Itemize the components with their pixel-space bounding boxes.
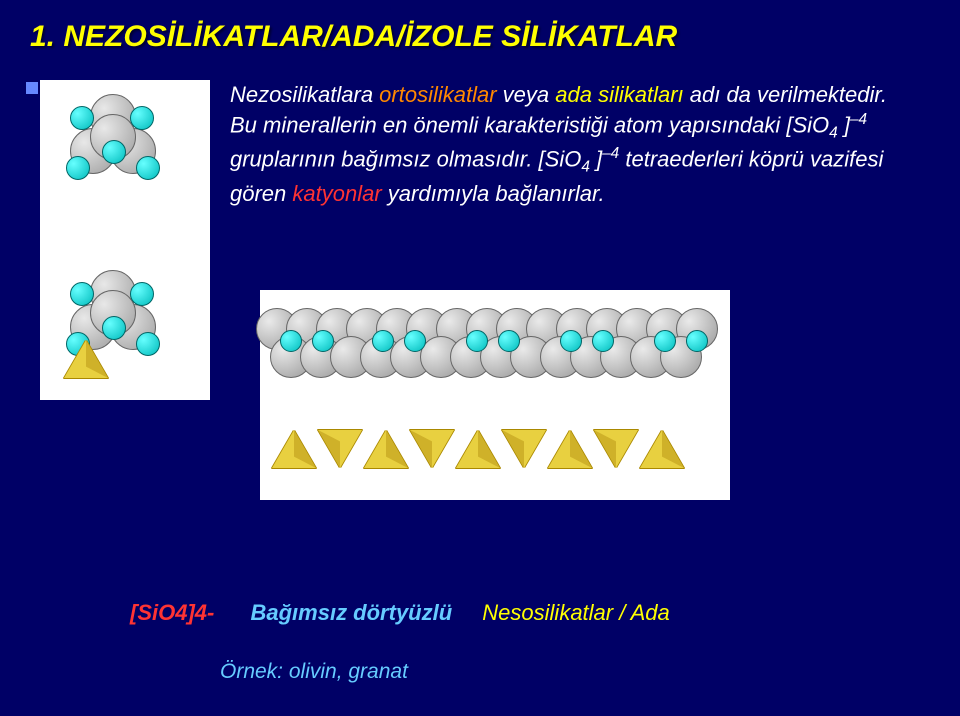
left-diagram — [40, 80, 210, 400]
slide-title: 1. NEZOSİLİKATLAR/ADA/İZOLE SİLİKATLAR — [30, 20, 677, 54]
bottom-line: [SiO4]4- Bağımsız dörtyüzlü Nesosilikatl… — [130, 600, 670, 626]
example-line: Örnek: olivin, granat — [220, 660, 408, 684]
blue-label: Bağımsız dörtyüzlü — [250, 600, 452, 625]
body-text: Nezosilikatlara ortosilikatlar veya ada … — [230, 80, 910, 208]
yellow-label: Nesosilikatlar / Ada — [482, 600, 669, 625]
center-diagram — [260, 290, 730, 500]
formula-label: [SiO4]4- — [130, 600, 214, 625]
